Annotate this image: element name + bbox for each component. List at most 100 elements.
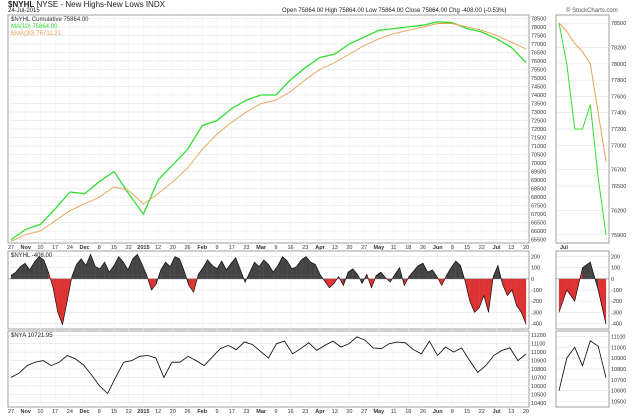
x-tick-label-bottom: 22: [126, 409, 132, 415]
main-y-tick-label: 69000: [531, 178, 546, 184]
legend-ema30: EMA(30) 76711.21: [11, 31, 61, 37]
x-tick-label-bottom: 13: [508, 409, 514, 415]
x-tick-label: 24: [67, 245, 73, 251]
main-right-y-tick-label: 76500: [611, 184, 626, 190]
x-tick-label: Jun: [433, 245, 443, 251]
x-tick-label: 27: [8, 245, 14, 251]
bottom-y-tick-label: 10800: [531, 367, 546, 373]
main-y-tick-label: 65500: [531, 238, 546, 244]
x-tick-label-bottom: 26: [420, 409, 426, 415]
right-series-line-ema30: [558, 22, 607, 162]
middle-right-y-tick-label: 200: [611, 255, 620, 261]
x-tick-label-bottom: Apr: [315, 409, 325, 415]
main-y-tick-label: 77000: [531, 42, 546, 48]
bottom-y-tick-label: 10600: [531, 384, 546, 390]
x-tick-label-bottom: 18: [405, 409, 411, 415]
x-tick-label-bottom: 23: [302, 409, 308, 415]
middle-y-tick-label: -100: [531, 288, 542, 294]
main-right-y-tick-label: 76700: [611, 168, 626, 174]
x-tick-label-bottom: Jul: [493, 409, 501, 415]
main-y-tick-label: 67000: [531, 212, 546, 218]
main-y-tick-label: 72500: [531, 118, 546, 124]
main-right-y-tick-label: 77600: [611, 94, 626, 100]
x-tick-label-bottom: Mar: [256, 409, 267, 415]
x-tick-label: 22: [479, 245, 485, 251]
x-tick-label: 16: [288, 245, 294, 251]
x-tick-label: 12: [155, 245, 161, 251]
bottom-right-y-tick-label: 10600: [611, 389, 626, 395]
x-tick-label: 18: [405, 245, 411, 251]
x-tick-label: 23: [243, 245, 249, 251]
x-tick-label-bottom: 20: [170, 409, 176, 415]
x-tick-label-bottom: 15: [464, 409, 470, 415]
x-tick-label: Jul: [493, 245, 501, 251]
nya-line: [10, 336, 527, 395]
x-tick-label: 9: [274, 245, 277, 251]
right-x-tick-label: Jul: [560, 245, 568, 251]
x-tick-label: 20: [523, 245, 529, 251]
axis-labels-layer: 65500 66000 66500 67000 67500 68000 68500 69000…: [8, 16, 626, 415]
middle-area-segment: [301, 256, 307, 279]
main-y-tick-label: 66000: [531, 229, 546, 235]
middle-y-tick-label: -200: [531, 299, 542, 305]
x-tick-label-bottom: 13: [332, 409, 338, 415]
x-tick-label: 13: [332, 245, 338, 251]
x-tick-label: 15: [111, 245, 117, 251]
bottom-right-y-tick-label: 11000: [611, 345, 626, 351]
date-label: 24-Jul-2015: [8, 8, 40, 14]
middle-right-y-tick-label: 0: [611, 277, 614, 283]
main-y-tick-label: 72000: [531, 127, 546, 133]
chart-title: $NYHL NYSE - New Highs-New Lows INDX: [8, 0, 165, 9]
main-right-y-tick-label: 76200: [611, 208, 626, 214]
x-tick-label-bottom: 24: [67, 409, 73, 415]
marks-layer: [8, 21, 609, 395]
main-y-tick-label: 77500: [531, 33, 546, 39]
symbol-label: $NYHL: [8, 0, 35, 9]
middle-y-tick-label: 0: [531, 277, 534, 283]
x-tick-label: 27: [361, 245, 367, 251]
x-tick-label: 17: [52, 245, 58, 251]
main-y-tick-label: 73000: [531, 110, 546, 116]
x-tick-label: 15: [464, 245, 470, 251]
main-y-tick-label: 75500: [531, 67, 546, 73]
main-y-tick-label: 71000: [531, 144, 546, 150]
x-tick-label: 11: [391, 245, 397, 251]
x-tick-label: 20: [170, 245, 176, 251]
main-y-tick-label: 78500: [531, 16, 546, 22]
main-right-y-tick-label: 77200: [611, 127, 626, 133]
x-tick-label-bottom: 22: [479, 409, 485, 415]
x-tick-label: 26: [420, 245, 426, 251]
x-tick-label-bottom: 9: [274, 409, 277, 415]
x-tick-label: 13: [508, 245, 514, 251]
bottom-right-y-tick-label: 10500: [611, 400, 626, 406]
bottom-y-tick-label: 10900: [531, 359, 546, 365]
credit-label: © StockCharts.com: [566, 8, 618, 14]
x-tick-label-bottom: 12: [155, 409, 161, 415]
x-tick-label: 8: [451, 245, 454, 251]
main-y-tick-label: 74000: [531, 93, 546, 99]
legend-ma10: MA(10) 75864.00: [11, 24, 58, 30]
main-y-tick-label: 75000: [531, 76, 546, 82]
middle-y-tick-label: 200: [531, 255, 540, 261]
x-tick-label: Apr: [315, 245, 325, 251]
grid-layer: [8, 15, 609, 407]
main-right-y-tick-label: 78500: [611, 21, 626, 27]
x-tick-label-bottom: 27: [8, 409, 14, 415]
main-y-tick-label: 68000: [531, 195, 546, 201]
x-tick-label-bottom: 23: [243, 409, 249, 415]
title-rest: NYSE - New Highs-New Lows INDX: [34, 0, 165, 9]
middle-right-y-tick-label: -200: [611, 299, 622, 305]
middle-y-tick-label: -300: [531, 310, 542, 316]
x-tick-label-bottom: 17: [229, 409, 235, 415]
main-y-tick-label: 73500: [531, 101, 546, 107]
bottom-y-tick-label: 10400: [531, 401, 546, 407]
main-y-tick-label: 78000: [531, 25, 546, 31]
main-y-tick-label: 76500: [531, 50, 546, 56]
x-tick-label-bottom: 11: [391, 409, 397, 415]
x-tick-label-bottom: 20: [523, 409, 529, 415]
middle-area-segment: [310, 261, 316, 279]
x-tick-label: 10: [37, 245, 43, 251]
main-right-y-tick-label: 77000: [611, 143, 626, 149]
x-tick-label-bottom: Feb: [197, 409, 207, 415]
